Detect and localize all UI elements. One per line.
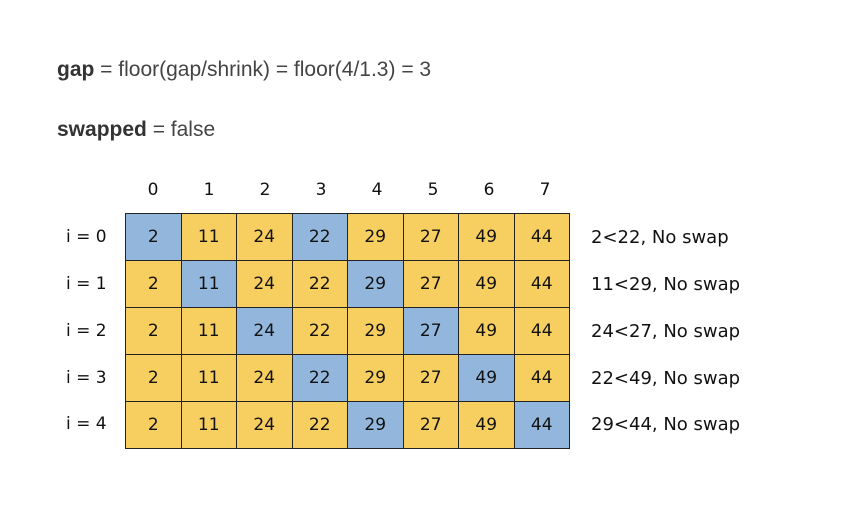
comparison-result: 22<49, No swap xyxy=(591,368,741,389)
array-cell: 27 xyxy=(403,308,459,355)
array-cell: 2 xyxy=(126,261,182,308)
array-cell: 24 xyxy=(237,308,293,355)
array-cell: 27 xyxy=(403,402,459,449)
row-label: i = 2 xyxy=(66,321,107,341)
array-cell: 22 xyxy=(292,308,348,355)
swapped-formula: swapped = false xyxy=(57,118,215,142)
array-row: 2 11 24 22 29 27 49 44 xyxy=(126,214,570,261)
array-cell: 49 xyxy=(459,214,515,261)
array-cell: 49 xyxy=(459,261,515,308)
array-cell: 24 xyxy=(237,261,293,308)
row-label: i = 1 xyxy=(66,274,107,294)
array-cell: 49 xyxy=(459,355,515,402)
comparison-result: 2<22, No swap xyxy=(591,227,729,248)
gap-variable-label: gap xyxy=(57,58,95,81)
array-cell: 22 xyxy=(292,261,348,308)
array-cell: 2 xyxy=(126,402,182,449)
array-cell: 27 xyxy=(403,261,459,308)
column-index: 4 xyxy=(371,180,383,200)
swapped-variable-label: swapped xyxy=(57,118,147,141)
array-row: 2 11 24 22 29 27 49 44 xyxy=(126,402,570,449)
array-cell: 44 xyxy=(514,402,570,449)
array-cell: 11 xyxy=(181,261,237,308)
array-cell: 24 xyxy=(237,355,293,402)
column-index: 5 xyxy=(427,180,439,200)
array-cell: 2 xyxy=(126,214,182,261)
array-grid: 2 11 24 22 29 27 49 44 2 11 24 22 29 27 … xyxy=(125,213,570,449)
array-cell: 29 xyxy=(348,355,404,402)
array-cell: 49 xyxy=(459,308,515,355)
array-cell: 44 xyxy=(514,308,570,355)
comparison-result: 11<29, No swap xyxy=(591,274,741,295)
array-cell: 29 xyxy=(348,214,404,261)
array-cell: 27 xyxy=(403,355,459,402)
array-row: 2 11 24 22 29 27 49 44 xyxy=(126,355,570,402)
comparison-result: 29<44, No swap xyxy=(591,414,741,435)
array-cell: 11 xyxy=(181,402,237,449)
gap-expression: = floor(gap/shrink) = floor(4/1.3) = 3 xyxy=(94,58,432,81)
column-index: 3 xyxy=(315,180,327,200)
array-cell: 27 xyxy=(403,214,459,261)
column-index: 0 xyxy=(147,180,159,200)
array-cell: 11 xyxy=(181,355,237,402)
row-label: i = 4 xyxy=(66,414,107,434)
column-index: 7 xyxy=(539,180,551,200)
array-cell: 49 xyxy=(459,402,515,449)
array-cell: 22 xyxy=(292,214,348,261)
array-cell: 22 xyxy=(292,355,348,402)
array-cell: 29 xyxy=(348,261,404,308)
array-row: 2 11 24 22 29 27 49 44 xyxy=(126,261,570,308)
array-cell: 29 xyxy=(348,402,404,449)
array-cell: 22 xyxy=(292,402,348,449)
array-cell: 44 xyxy=(514,214,570,261)
array-row: 2 11 24 22 29 27 49 44 xyxy=(126,308,570,355)
comparison-result: 24<27, No swap xyxy=(591,321,741,342)
array-cell: 29 xyxy=(348,308,404,355)
swapped-expression: = false xyxy=(146,118,216,141)
array-cell: 44 xyxy=(514,355,570,402)
column-index: 2 xyxy=(259,180,271,200)
column-index: 1 xyxy=(203,180,215,200)
row-label: i = 0 xyxy=(66,227,107,247)
gap-formula: gap = floor(gap/shrink) = floor(4/1.3) =… xyxy=(57,58,431,82)
array-cell: 2 xyxy=(126,355,182,402)
array-cell: 11 xyxy=(181,214,237,261)
array-cell: 24 xyxy=(237,214,293,261)
row-label: i = 3 xyxy=(66,368,107,388)
array-cell: 24 xyxy=(237,402,293,449)
column-index: 6 xyxy=(483,180,495,200)
array-cell: 2 xyxy=(126,308,182,355)
array-cell: 11 xyxy=(181,308,237,355)
array-cell: 44 xyxy=(514,261,570,308)
